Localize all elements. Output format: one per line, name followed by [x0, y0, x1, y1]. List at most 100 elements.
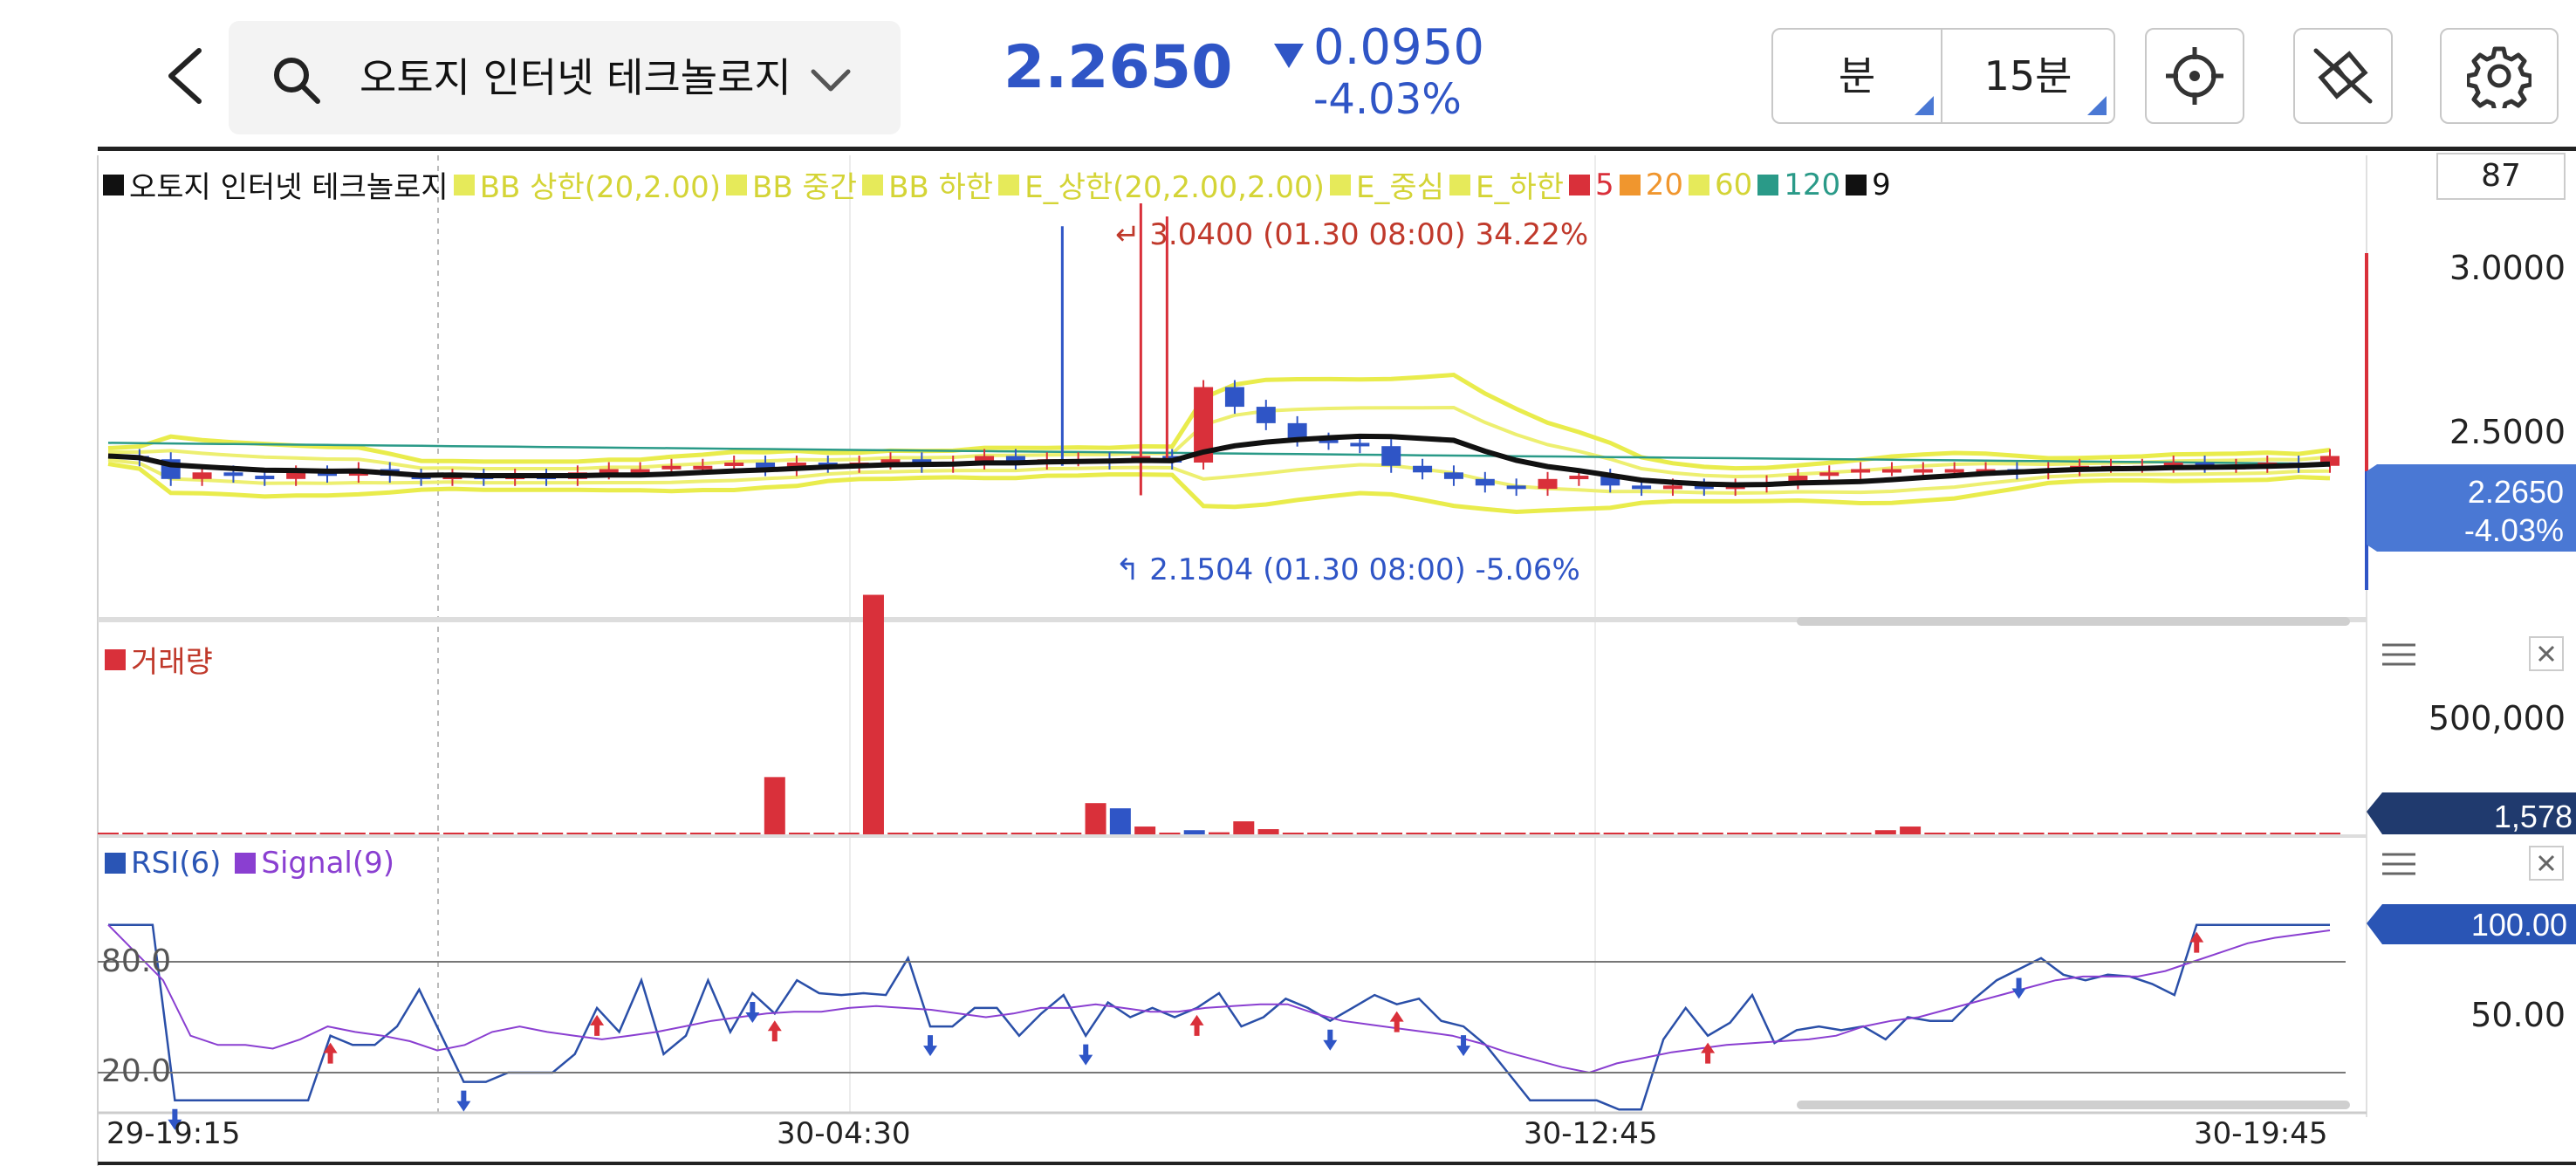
volume-bar: [616, 833, 638, 834]
volume-bar: [2294, 833, 2316, 834]
candle-body: [724, 463, 744, 466]
stock-search-box[interactable]: 오토지 인터넷 테크놀로지: [229, 21, 901, 134]
volume-bar: [739, 833, 761, 834]
price-badge-value: 2.2650: [2468, 474, 2564, 510]
y-tick-2-5: 2.5000: [2449, 413, 2566, 451]
volume-bar: [245, 833, 267, 834]
volume-bar: [1455, 833, 1476, 834]
volume-bar: [1085, 803, 1106, 834]
interval-label: 15분: [1983, 52, 2072, 99]
candle-body: [1224, 387, 1244, 408]
volume-bar: [1480, 833, 1502, 834]
legend-item-label: 20: [1645, 167, 1683, 202]
candle-body: [223, 472, 243, 477]
visible-count-box[interactable]: 87: [2436, 153, 2566, 200]
volume-bar: [418, 833, 440, 834]
volume-bar: [1282, 833, 1304, 834]
legend-item-label: BB 중간: [752, 170, 858, 205]
buy-arrow-icon: [1701, 1042, 1716, 1064]
volume-bar: [147, 833, 168, 834]
sell-arrow-icon: [745, 1001, 760, 1023]
sell-arrow-icon: [168, 1108, 182, 1130]
ma9-line: [107, 433, 2331, 488]
volume-bar: [468, 833, 490, 834]
volume-badge-value: 1,578: [2494, 799, 2573, 834]
x-tick-label: 29-19:15: [106, 1116, 241, 1151]
volume-close-icon[interactable]: [2529, 636, 2564, 671]
volume-bar: [542, 833, 564, 834]
volume-bar: [2245, 833, 2267, 834]
candle-body: [1569, 476, 1589, 480]
volume-bar: [887, 833, 909, 834]
volume-bar: [1677, 833, 1699, 834]
legend-swatch: [726, 174, 748, 195]
volume-bar: [566, 833, 588, 834]
volume-bar: [1183, 830, 1205, 834]
volume-bar: [1874, 830, 1896, 834]
volume-bar: [1209, 832, 1230, 834]
sell-arrow-icon: [1323, 1029, 1338, 1051]
volume-bar: [1109, 808, 1131, 834]
volume-bar: [1504, 833, 1526, 834]
legend-swatch: [1846, 174, 1867, 195]
candle-body: [1256, 407, 1276, 423]
volume-bar: [1332, 833, 1353, 834]
candle-body: [1005, 456, 1025, 463]
buy-arrow-icon: [323, 1042, 338, 1064]
rsi-menu-icon[interactable]: [2381, 851, 2417, 877]
candle-body: [693, 465, 713, 470]
interval-button[interactable]: 15분: [1941, 28, 2115, 124]
rsi-badge: [2367, 904, 2576, 944]
sell-arrow-icon: [2011, 977, 2026, 999]
period-unit-button[interactable]: 분: [1771, 28, 1942, 124]
volume-bar: [1800, 833, 1822, 834]
volume-y-tick: 500,000: [2428, 699, 2566, 737]
volume-legend: 거래량: [105, 638, 213, 681]
volume-bar: [715, 833, 736, 834]
legend-item-label: E_하한: [1476, 170, 1565, 205]
current-price: 2.2650: [1004, 33, 1233, 102]
volume-menu-icon[interactable]: [2381, 641, 2417, 668]
candle-body: [599, 469, 619, 473]
volume-badge: [2367, 792, 2576, 834]
band-line: [107, 462, 2331, 515]
candle-body: [2163, 463, 2183, 466]
rsi-line: [108, 923, 2330, 1111]
price-change: 0.0950: [1313, 19, 1484, 76]
volume-bar: [1776, 833, 1798, 834]
candle-body: [2195, 463, 2215, 466]
legend-item-label: 120: [1784, 167, 1841, 202]
candle-body: [1194, 387, 1214, 463]
volume-bar: [1653, 833, 1675, 834]
signal-legend-label: Signal(9): [261, 846, 395, 881]
volume-bar: [1356, 833, 1378, 834]
volume-bar: [1924, 833, 1946, 834]
volume-bar: [2047, 833, 2069, 834]
stock-name: 오토지 인터넷 테크놀로지: [360, 54, 791, 101]
high-annotation-text: 3.0400 (01.30 08:00) 34.22%: [1149, 217, 1589, 252]
legend-item-label: 5: [1595, 167, 1614, 202]
low-arrow-icon: ↰: [1115, 552, 1150, 587]
drawing-off-icon: [2313, 48, 2373, 104]
candle-body: [1881, 469, 1901, 473]
volume-bar: [665, 833, 687, 834]
candle-body: [1443, 472, 1463, 479]
legend-swatch: [862, 174, 884, 195]
legend-swatch: [105, 853, 126, 874]
chart-canvas: 2.2650 -4.03% 1,578 100.00: [97, 155, 2576, 1166]
chart-area[interactable]: 2.2650 -4.03% 1,578 100.00 오토지 인터넷 테크놀로지…: [0, 151, 2576, 1166]
volume-bar: [764, 777, 785, 834]
drawing-toggle-button[interactable]: [2293, 28, 2393, 124]
legend-swatch: [1449, 174, 1470, 195]
volume-bar: [221, 833, 243, 834]
search-icon: [274, 58, 320, 104]
crosshair-button[interactable]: [2145, 28, 2244, 124]
volume-bar: [394, 833, 415, 834]
buy-arrow-icon: [1389, 1011, 1404, 1032]
down-triangle-icon: [1274, 44, 1304, 68]
rsi-close-icon[interactable]: [2529, 846, 2564, 881]
legend-swatch: [1619, 174, 1641, 195]
settings-button[interactable]: [2440, 28, 2559, 124]
volume-bar: [641, 833, 662, 834]
back-button[interactable]: [155, 45, 216, 106]
